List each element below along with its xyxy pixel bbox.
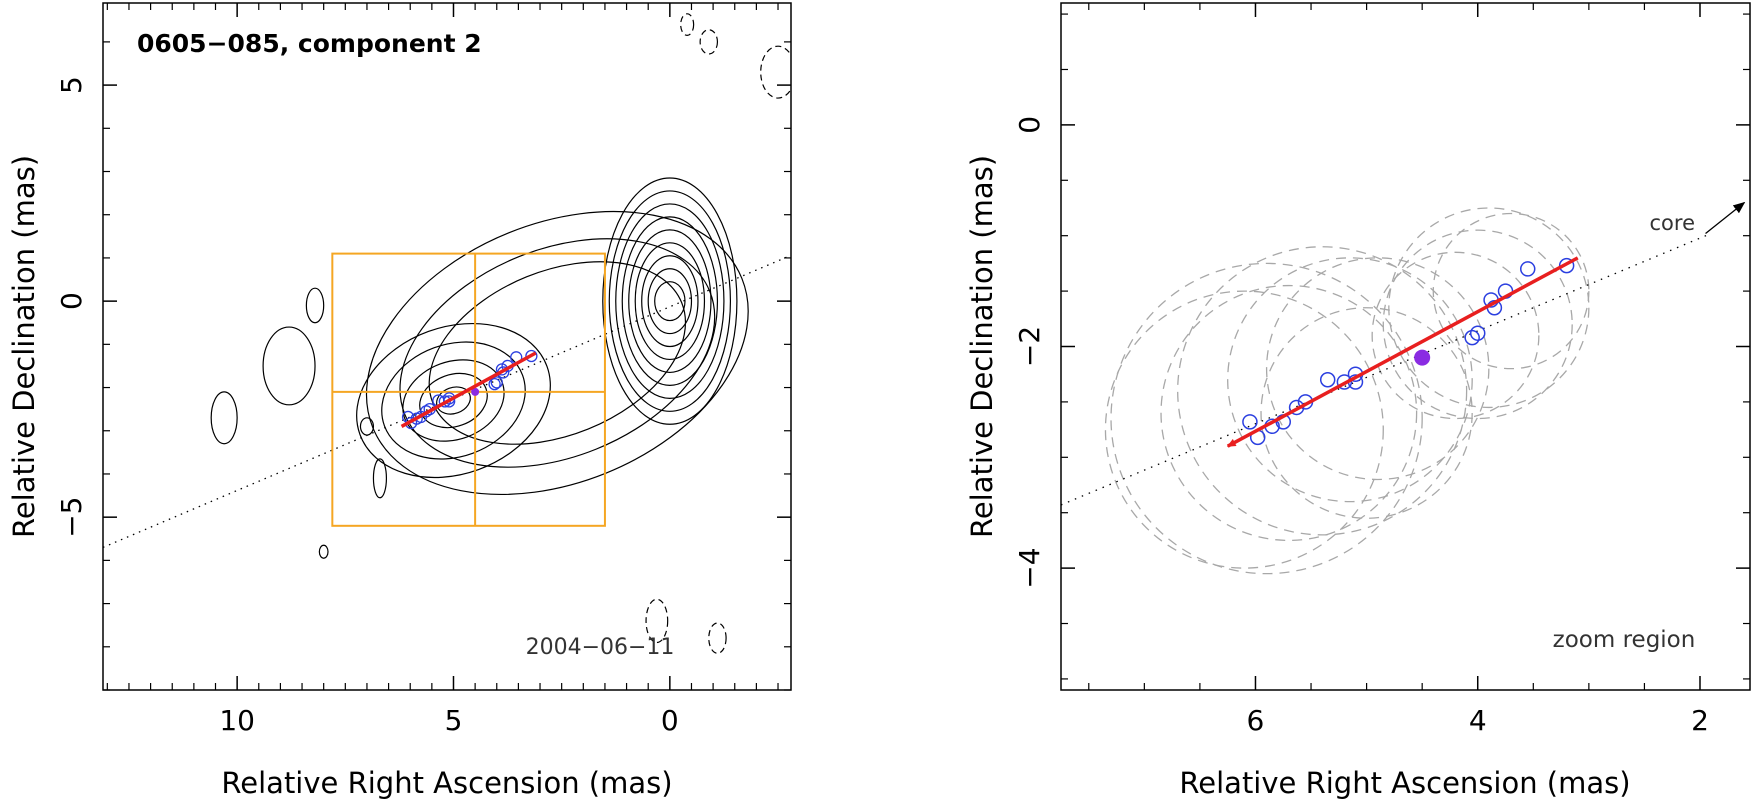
negative-contour [680,13,695,37]
component-position-marker [1464,329,1480,346]
component-position-marker [1319,371,1336,388]
isolated-contour [210,391,238,445]
component-size-circle [1265,257,1490,481]
left-y-axis-label: Relative Declination (mas) [7,155,41,538]
isolated-contour [305,287,325,324]
component-size-circle [1104,290,1384,569]
core-contour [628,229,712,374]
component-size-circle [1388,207,1590,409]
motion-vector [400,351,537,428]
core-contour [608,190,732,412]
mean-position-marker [1414,349,1431,366]
jet-contour [381,341,526,460]
motion-vector [1226,256,1579,448]
negative-contour [699,29,719,55]
core-direction-arrow [1705,201,1746,234]
component-position-marker [443,395,456,408]
y-tick-label: −2 [1013,326,1046,367]
isolated-contour [359,417,375,436]
mean-position-marker [471,387,480,396]
component-position-marker [1469,325,1486,341]
component-position-marker [1336,374,1353,390]
core-contour [621,216,719,386]
y-tick-label: 0 [55,292,88,310]
map-title: 0605−085, component 2 [137,29,482,58]
contour-map-panel: 10 5 0 5 0 −5 0605−085, component 2 2004−06−1… [7,2,792,800]
core-direction-label: core [1650,211,1696,235]
y-tick-label: 0 [1013,116,1046,134]
jet-axis-line [103,254,791,549]
component-position-marker [1558,257,1575,274]
right-x-axis-label: Relative Right Ascension (mas) [1179,766,1630,800]
core-contour [647,268,693,335]
component-position-marker [525,349,538,363]
jet-contour [356,322,551,479]
isolated-contour [318,544,329,559]
jet-envelope-contour [399,238,716,468]
right-axis-ticks: 6 4 2 0 −2 −4 [1013,3,1750,737]
jet-contour [419,372,488,429]
component-size-circle [1432,212,1590,370]
component-size-circle [1177,246,1468,536]
right-y-axis-label: Relative Declination (mas) [965,155,999,538]
y-tick-label: −5 [55,497,88,538]
component-size-circle [1371,251,1540,420]
core-contour [641,255,699,348]
negative-contour [708,622,727,654]
core-contour [615,203,725,399]
x-tick-label: 2 [1691,704,1709,737]
epoch-date-label: 2004−06−11 [526,635,675,660]
component-size-circle [1260,307,1473,519]
contour-plot-area [103,13,791,654]
component-size-circle [1160,284,1418,542]
jet-contour [402,359,505,442]
x-tick-label: 5 [445,704,463,737]
core-contour [602,177,738,425]
component-position-marker [490,376,503,389]
x-tick-label: 0 [661,704,679,737]
jet-axis-line [1061,232,1712,506]
core-contour [654,281,686,322]
component-position-marker [1242,414,1258,430]
isolated-contour [372,458,388,499]
component-size-circle [1227,257,1473,503]
negative-contour [760,45,791,99]
jet-envelope-contour [365,210,749,496]
left-plot-frame [102,2,792,691]
component-position-marker [488,377,501,391]
isolated-contour [262,326,316,406]
core-contour [634,242,706,361]
right-plot-frame [1060,2,1751,691]
zoom-box [331,252,606,527]
component-size-circle [1110,262,1423,575]
zoom-plot-area [1061,201,1746,575]
left-x-axis-label: Relative Right Ascension (mas) [221,766,672,800]
x-tick-label: 6 [1247,704,1265,737]
y-tick-label: −4 [1013,547,1046,588]
zoom-region-panel: 6 4 2 0 −2 −4 zoom region core Relative Right… [965,2,1751,800]
zoom-region-label: zoom region [1553,627,1696,653]
negative-contour [645,598,669,644]
x-tick-label: 4 [1469,704,1487,737]
component-position-marker [1519,261,1536,277]
y-tick-label: 5 [55,76,88,94]
x-tick-label: 10 [219,704,255,737]
component-position-marker [1288,399,1305,416]
left-axis-ticks: 10 5 0 5 0 −5 [55,3,791,737]
component-size-circle [1382,229,1573,420]
